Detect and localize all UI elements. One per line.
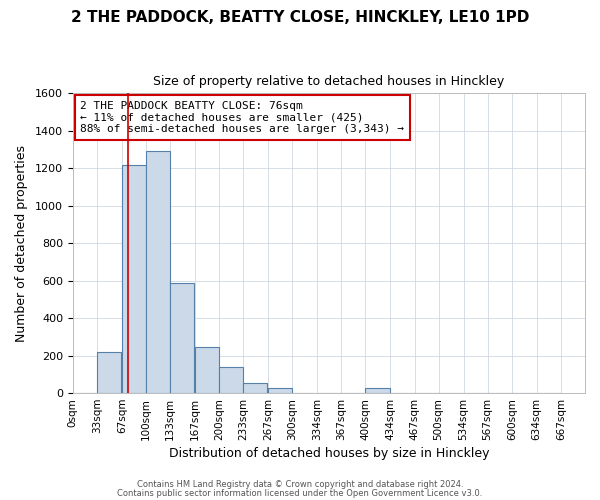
Bar — [268, 388, 292, 393]
Text: 2 THE PADDOCK BEATTY CLOSE: 76sqm
← 11% of detached houses are smaller (425)
88%: 2 THE PADDOCK BEATTY CLOSE: 76sqm ← 11% … — [80, 101, 404, 134]
Bar — [97, 352, 121, 393]
Bar — [365, 388, 389, 393]
Bar — [170, 282, 194, 393]
Text: Contains HM Land Registry data © Crown copyright and database right 2024.: Contains HM Land Registry data © Crown c… — [137, 480, 463, 489]
Bar — [122, 164, 146, 393]
Bar — [243, 383, 268, 393]
X-axis label: Distribution of detached houses by size in Hinckley: Distribution of detached houses by size … — [169, 447, 489, 460]
Text: Contains public sector information licensed under the Open Government Licence v3: Contains public sector information licen… — [118, 489, 482, 498]
Bar — [219, 367, 243, 393]
Text: 2 THE PADDOCK, BEATTY CLOSE, HINCKLEY, LE10 1PD: 2 THE PADDOCK, BEATTY CLOSE, HINCKLEY, L… — [71, 10, 529, 25]
Bar — [146, 152, 170, 393]
Title: Size of property relative to detached houses in Hinckley: Size of property relative to detached ho… — [153, 75, 505, 88]
Bar — [195, 347, 219, 393]
Y-axis label: Number of detached properties: Number of detached properties — [15, 144, 28, 342]
